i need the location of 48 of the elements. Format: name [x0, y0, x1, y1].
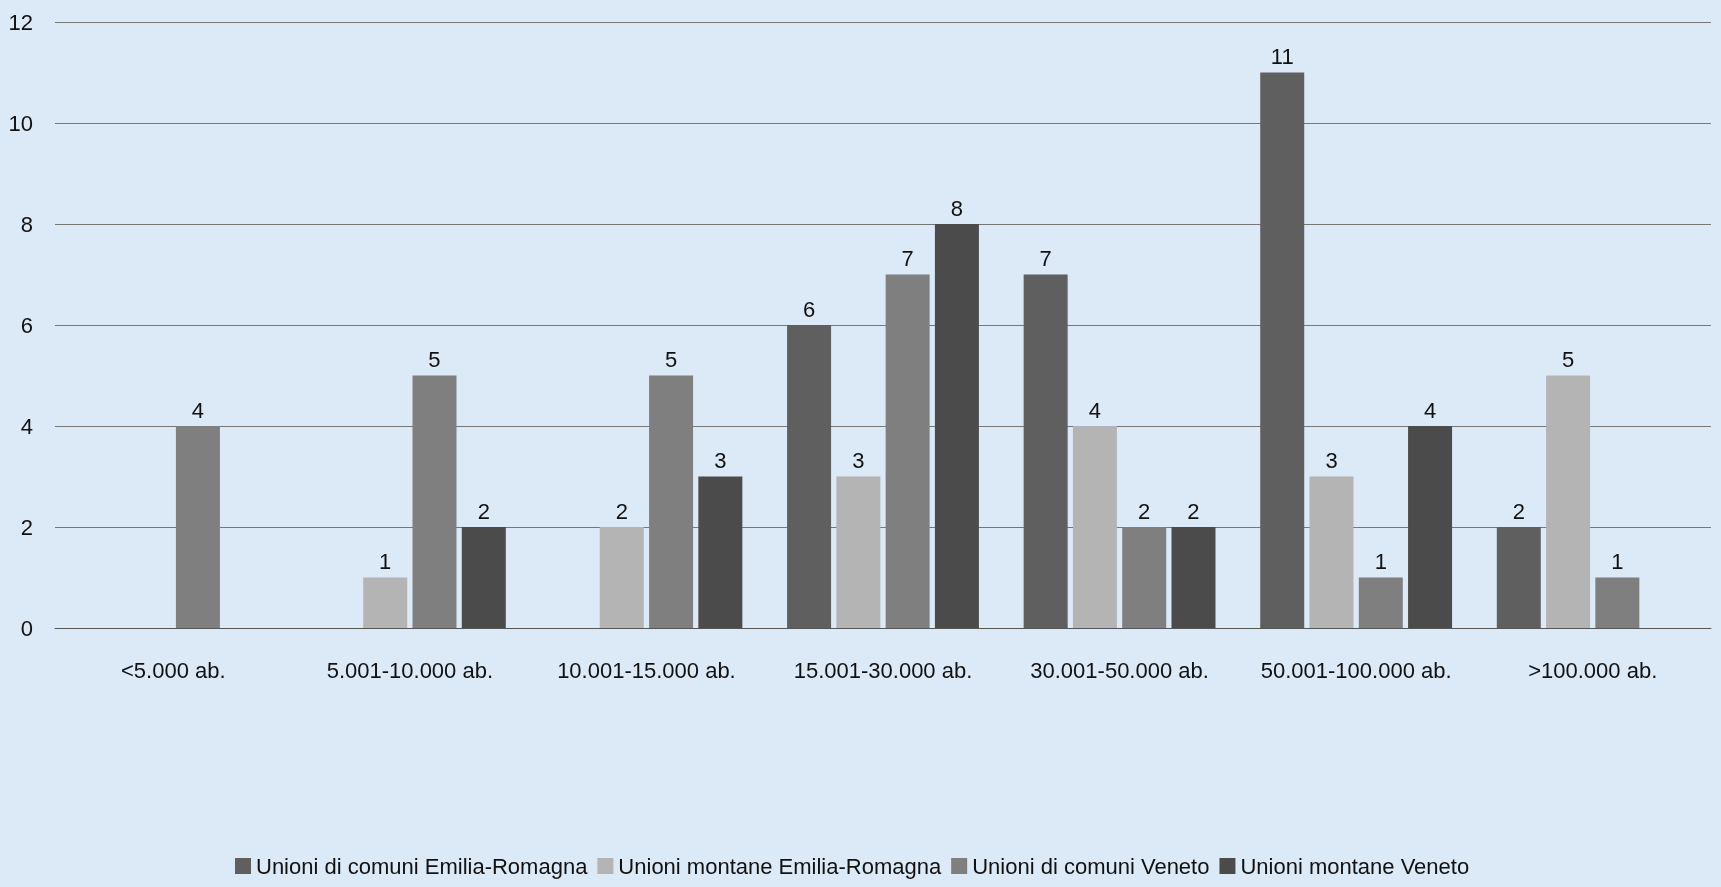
y-tick-label: 0: [20, 615, 33, 641]
data-label: 6: [802, 296, 816, 322]
legend-label: Unioni montane Veneto: [1240, 853, 1470, 879]
data-label: 8: [950, 195, 964, 221]
data-label: 7: [901, 246, 914, 271]
data-label: 1: [1374, 549, 1387, 574]
bar: [1595, 577, 1640, 628]
data-label: 2: [615, 498, 628, 524]
bar: [836, 476, 881, 628]
y-tick-label: 2: [20, 514, 33, 540]
data-label: 7: [1039, 246, 1052, 271]
x-tick-label: >100.000 ab.: [1528, 657, 1658, 683]
data-label: 2: [1187, 498, 1200, 524]
legend-label: Unioni di comuni Emilia-Romagna: [256, 853, 589, 879]
x-tick-label: 30.001-50.000 ab.: [1030, 657, 1209, 683]
legend-label: Unioni di comuni Veneto: [972, 853, 1210, 879]
data-label: 4: [1088, 397, 1102, 423]
bar: [363, 577, 408, 628]
data-label: 1: [379, 549, 392, 574]
data-label: 5: [1561, 347, 1575, 372]
x-tick-label: 5.001-10.000 ab.: [326, 657, 494, 683]
data-label: 11: [1270, 44, 1294, 69]
data-label: 5: [664, 347, 678, 372]
data-label: 2: [1512, 498, 1525, 524]
x-tick-label: 50.001-100.000 ab.: [1260, 657, 1452, 683]
y-tick-label: 8: [20, 211, 33, 237]
bar: [1072, 426, 1117, 628]
data-label: 5: [428, 347, 441, 372]
data-label: 4: [1423, 397, 1437, 423]
bar: [599, 527, 644, 628]
x-tick-label: 15.001-30.000 ab.: [793, 657, 973, 683]
y-tick-label: 12: [8, 9, 33, 35]
data-label: 4: [191, 397, 205, 423]
data-label: 2: [1138, 498, 1151, 524]
x-tick-label: <5.000 ab.: [120, 657, 226, 683]
bar: [1546, 375, 1591, 628]
data-label: 3: [852, 448, 865, 473]
y-tick-label: 10: [8, 110, 33, 136]
data-label: 3: [714, 448, 727, 473]
x-tick-label: 10.001-15.000 ab.: [557, 657, 736, 683]
bar: [1309, 476, 1354, 628]
data-label: 3: [1325, 448, 1338, 473]
y-tick-label: 6: [20, 312, 33, 338]
legend-label: Unioni montane Emilia-Romagna: [618, 853, 942, 879]
data-label: 2: [477, 498, 490, 524]
data-label: 1: [1611, 549, 1624, 574]
bar: [1358, 577, 1403, 628]
y-tick-label: 4: [20, 413, 33, 439]
